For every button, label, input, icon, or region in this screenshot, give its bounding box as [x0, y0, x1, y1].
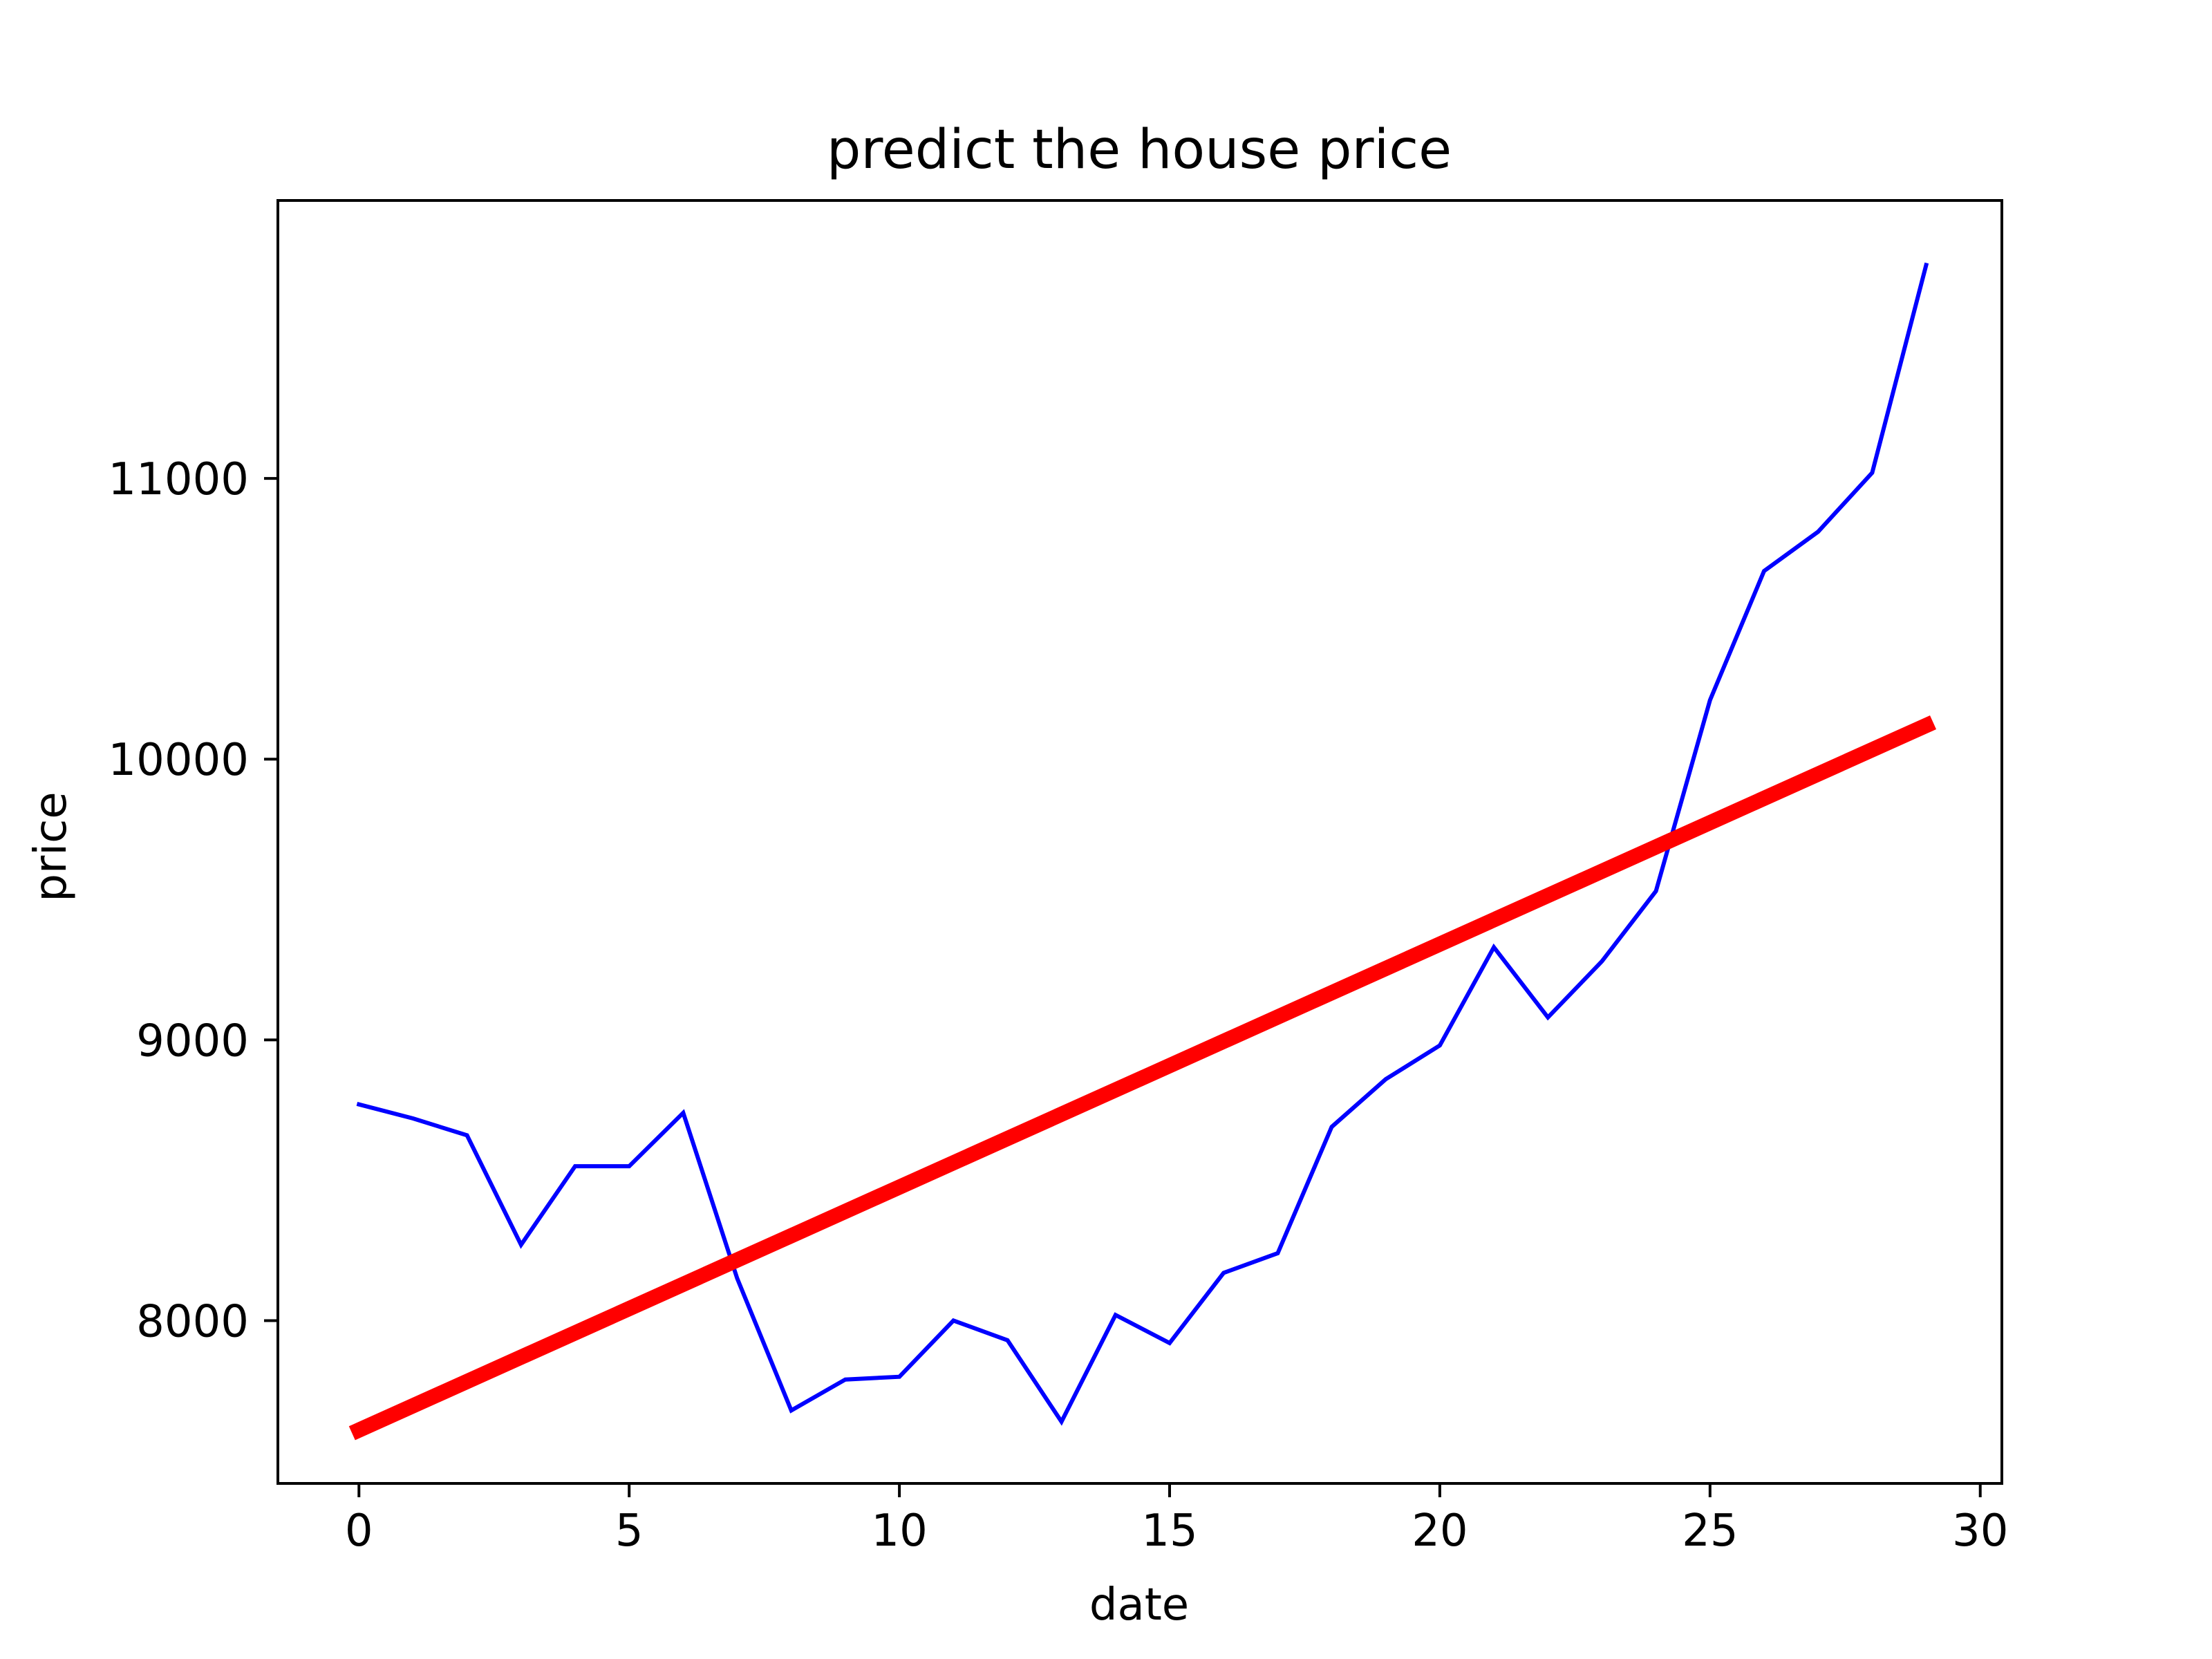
y-tick-label: 9000 — [136, 1015, 249, 1067]
x-tick-label: 5 — [615, 1506, 644, 1557]
y-axis-label: price — [26, 791, 77, 901]
x-axis: 0 5 10 15 20 25 30 — [345, 1483, 2008, 1557]
y-tick-label: 10000 — [108, 735, 249, 786]
x-tick-label: 30 — [1952, 1506, 2008, 1557]
price-series-line — [356, 262, 1929, 1426]
chart-title: predict the house price — [827, 119, 1452, 181]
plot-frame — [276, 199, 2003, 1485]
y-tick-label: 8000 — [136, 1296, 249, 1347]
x-tick-label: 25 — [1682, 1506, 1738, 1557]
x-tick-label: 10 — [871, 1506, 927, 1557]
y-axis: 8000 9000 10000 11000 — [108, 454, 278, 1347]
plot-area — [348, 262, 1937, 1441]
regression-line — [348, 715, 1937, 1441]
x-tick-label: 0 — [345, 1506, 373, 1557]
x-tick-label: 20 — [1412, 1506, 1468, 1557]
x-axis-label: date — [1089, 1580, 1189, 1631]
x-tick-label: 15 — [1141, 1506, 1197, 1557]
y-tick-label: 11000 — [108, 454, 249, 505]
